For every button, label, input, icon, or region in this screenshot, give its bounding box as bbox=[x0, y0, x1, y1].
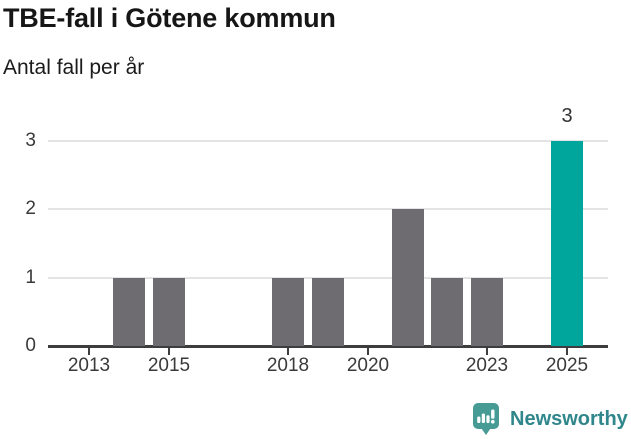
x-tick-2013 bbox=[88, 348, 90, 355]
newsworthy-brand-label: Newsworthy bbox=[510, 408, 628, 430]
x-tick-label: 2025 bbox=[545, 355, 589, 376]
x-tick-2020 bbox=[367, 348, 369, 355]
x-tick-label: 2023 bbox=[465, 355, 509, 376]
y-tick-label: 1 bbox=[25, 267, 36, 288]
bar-2021 bbox=[392, 209, 424, 346]
x-tick-label: 2018 bbox=[266, 355, 310, 376]
x-tick-label: 2020 bbox=[346, 355, 390, 376]
y-tick-label: 0 bbox=[25, 335, 36, 356]
bar-2025 bbox=[551, 140, 583, 346]
chart-title: TBE-fall i Götene kommun bbox=[3, 3, 336, 33]
bar-2014 bbox=[113, 277, 145, 346]
x-tick-label: 2013 bbox=[67, 355, 111, 376]
bar-2019 bbox=[312, 277, 344, 346]
bar-value-label: 3 bbox=[561, 105, 573, 127]
x-tick-label: 2015 bbox=[147, 355, 191, 376]
chart-subtitle: Antal fall per år bbox=[3, 56, 145, 79]
newsworthy-bubble-chart-icon bbox=[473, 403, 499, 435]
x-tick-2018 bbox=[287, 348, 289, 355]
newsworthy-logo: Newsworthy bbox=[472, 402, 628, 436]
y-tick-label: 2 bbox=[25, 198, 36, 219]
x-tick-2015 bbox=[168, 348, 170, 355]
x-axis-line bbox=[48, 345, 608, 348]
gridline-y2 bbox=[48, 208, 608, 210]
x-tick-2023 bbox=[486, 348, 488, 355]
gridline-y3 bbox=[48, 140, 608, 142]
bar-2015 bbox=[153, 277, 185, 346]
bar-2022 bbox=[431, 277, 463, 346]
x-tick-2025 bbox=[566, 348, 568, 355]
bar-2018 bbox=[272, 277, 304, 346]
y-tick-label: 3 bbox=[25, 130, 36, 151]
bar-2023 bbox=[471, 277, 503, 346]
